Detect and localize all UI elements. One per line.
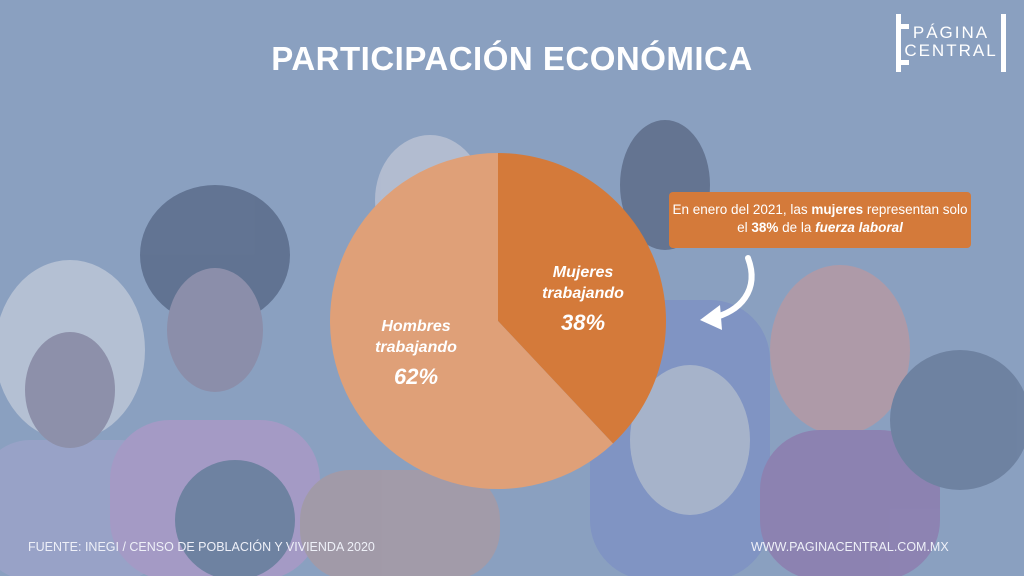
callout-bold: mujeres <box>811 202 864 217</box>
callout-text: En enero del 2021, las <box>672 202 812 217</box>
callout-box: En enero del 2021, las mujeres represent… <box>669 192 971 248</box>
logo-line2: CENTRAL <box>904 41 998 60</box>
label-mujeres: Mujeres trabajando 38% <box>542 264 624 335</box>
pie-slice-hombres <box>330 153 614 490</box>
pie-slice-mujeres <box>498 153 667 444</box>
callout-text: de la <box>778 220 816 235</box>
website-link[interactable]: WWW.PAGINACENTRAL.COM.MX <box>751 540 949 554</box>
label-hombres: Hombres trabajando 62% <box>375 318 457 389</box>
logo: PÁGINA CENTRAL <box>896 14 1006 72</box>
callout-text: representan solo el <box>737 202 968 235</box>
mujeres-label-line2: trabajando <box>542 285 624 302</box>
callout-bold: 38% <box>751 220 779 235</box>
page-title: PARTICIPACIÓN ECONÓMICA <box>271 40 753 77</box>
hombres-value-label: 62% <box>394 364 438 389</box>
mujeres-value-label: 38% <box>561 310 605 335</box>
callout-bold-italic: fuerza laboral <box>815 220 903 235</box>
hombres-label-line1: Hombres <box>381 318 450 335</box>
arrow-head <box>700 305 722 330</box>
source-text: FUENTE: INEGI / CENSO DE POBLACIÓN Y VIV… <box>28 540 375 554</box>
hombres-label-line2: trabajando <box>375 339 457 356</box>
logo-line1: PÁGINA <box>912 23 990 42</box>
mujeres-label-line1: Mujeres <box>553 264 614 281</box>
